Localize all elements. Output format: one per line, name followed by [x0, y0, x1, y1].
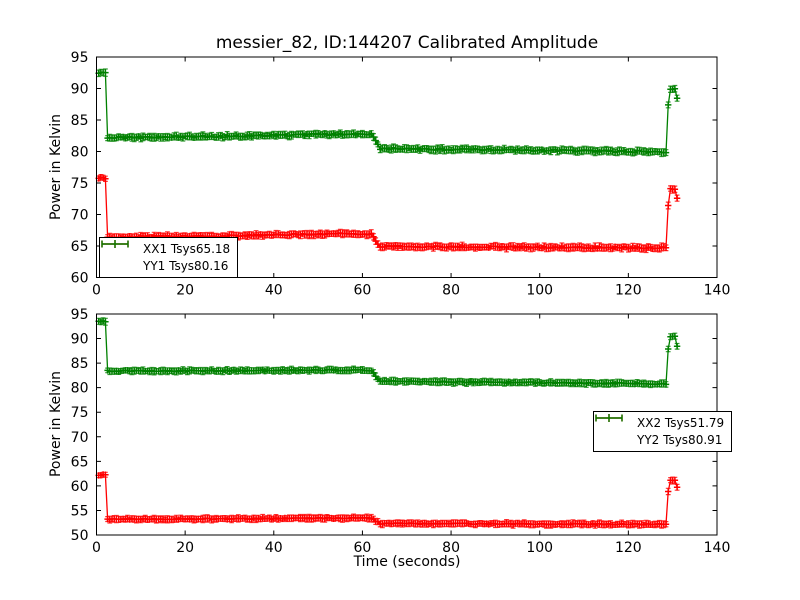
data-line — [98, 71, 678, 154]
x-tick-label: 60 — [354, 283, 372, 299]
x-tick-label: 120 — [615, 540, 642, 556]
x-tick-label: 80 — [442, 283, 460, 299]
series-yy2 — [95, 317, 681, 389]
plus-markers — [95, 471, 681, 529]
tick-marks — [96, 313, 718, 536]
legend-label: YY1 Tsys80.16 — [143, 259, 229, 273]
x-tick-label: 40 — [265, 540, 283, 556]
y-tick-label: 90 — [71, 82, 89, 98]
x-axis-label: Time (seconds) — [353, 554, 461, 570]
tick-marks — [96, 56, 718, 278]
legend-top-plot: XX1 Tsys65.18 YY1 Tsys80.16 — [99, 237, 239, 278]
errorbar-key-icon — [595, 414, 630, 446]
y-tick-label: 55 — [71, 503, 89, 519]
figure-title: messier_82, ID:144207 Calibrated Amplitu… — [215, 33, 599, 53]
y-tick-label: 85 — [71, 113, 89, 129]
y-tick-label: 60 — [71, 271, 89, 287]
legend-bottom-plot: XX2 Tsys51.79 YY2 Tsys80.91 — [593, 411, 733, 452]
errorbar-caps — [96, 68, 680, 158]
y-tick-label: 80 — [71, 145, 89, 161]
series-yy1 — [95, 68, 681, 158]
y-tick-label: 95 — [71, 307, 89, 323]
plus-markers — [95, 69, 681, 156]
errorbar-caps — [96, 317, 680, 389]
errorbars — [98, 317, 678, 388]
y-tick-label: 65 — [71, 454, 89, 470]
x-tick-label: 140 — [704, 540, 731, 556]
x-tick-label: 0 — [92, 540, 101, 556]
legend-label: XX2 Tsys51.79 — [637, 416, 725, 430]
x-tick-label: 60 — [354, 540, 372, 556]
plus-markers — [95, 317, 681, 388]
errorbars — [98, 69, 678, 157]
legend-entry: YY1 Tsys80.16 — [101, 240, 230, 274]
y-tick-label: 75 — [71, 405, 89, 421]
y-tick-label: 50 — [71, 528, 89, 544]
y-axis-label-bottom: Power in Kelvin — [48, 370, 64, 478]
axes-frame — [96, 56, 718, 278]
series-xx2 — [95, 471, 681, 529]
y-tick-label: 60 — [71, 479, 89, 495]
y-tick-label: 70 — [71, 208, 89, 224]
subplot-top: 0 20 40 60 80 100 120 140 60 65 70 75 80 85 90 95 — [71, 50, 731, 299]
x-tick-label: 120 — [615, 283, 642, 299]
x-tick-label: 20 — [176, 283, 194, 299]
x-tick-label: 80 — [442, 540, 460, 556]
legend-entry: YY2 Tsys80.91 — [595, 414, 724, 448]
x-tick-label: 100 — [526, 540, 553, 556]
errorbar-key-icon — [101, 240, 136, 272]
y-tick-label: 75 — [71, 176, 89, 192]
y-tick-label: 65 — [71, 239, 89, 255]
x-tick-label: 100 — [526, 283, 553, 299]
y-tick-label: 90 — [71, 332, 89, 348]
y-axis-label-top: Power in Kelvin — [48, 113, 64, 221]
y-tick-label: 85 — [71, 356, 89, 372]
legend-label: YY2 Tsys80.91 — [637, 433, 723, 447]
x-tick-label: 140 — [704, 283, 731, 299]
legend-label: XX1 Tsys65.18 — [143, 242, 231, 256]
plus-markers — [95, 174, 681, 252]
series-xx1 — [95, 174, 681, 254]
y-tick-label: 95 — [71, 50, 89, 66]
x-tick-label: 40 — [265, 283, 283, 299]
y-tick-label: 80 — [71, 381, 89, 397]
x-tick-label: 20 — [176, 540, 194, 556]
x-tick-label: 0 — [92, 283, 101, 299]
y-tick-label: 70 — [71, 430, 89, 446]
